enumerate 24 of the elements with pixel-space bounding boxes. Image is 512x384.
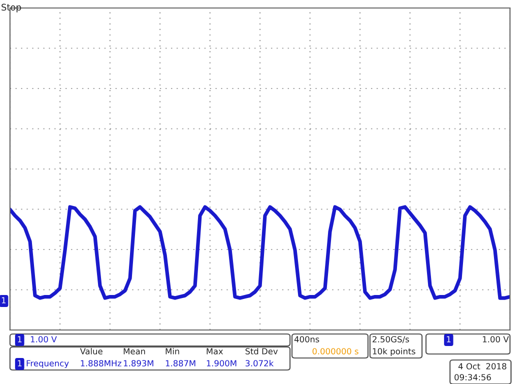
text: 1 <box>2 297 6 304</box>
text: Max <box>206 348 223 354</box>
text: 1.888MHz <box>80 360 122 366</box>
text: 4 Oct 2018 <box>458 363 506 370</box>
text: 1.00 V <box>30 336 57 342</box>
text: 2.50GS/s <box>372 336 410 344</box>
text: 09:34:56 <box>454 374 491 380</box>
text: 1 <box>446 336 451 342</box>
text: Value <box>80 348 102 354</box>
text: 10k points <box>372 348 416 356</box>
text: 400ns <box>294 336 320 342</box>
chart-title: Stop <box>2 4 22 12</box>
text: Mean <box>124 348 145 354</box>
text: 1.900M <box>206 360 236 366</box>
text: 1.887M <box>166 360 196 366</box>
text: 1.00 V <box>482 336 509 342</box>
text: 0.000000 s <box>312 348 358 354</box>
text: 1 <box>18 336 22 342</box>
text: Min <box>166 348 180 354</box>
text: 1.893M <box>124 360 154 366</box>
text: Std Dev <box>246 348 278 354</box>
text: 3.072k <box>246 360 274 366</box>
text: 1 <box>18 360 22 366</box>
text: Frequency <box>26 360 69 368</box>
